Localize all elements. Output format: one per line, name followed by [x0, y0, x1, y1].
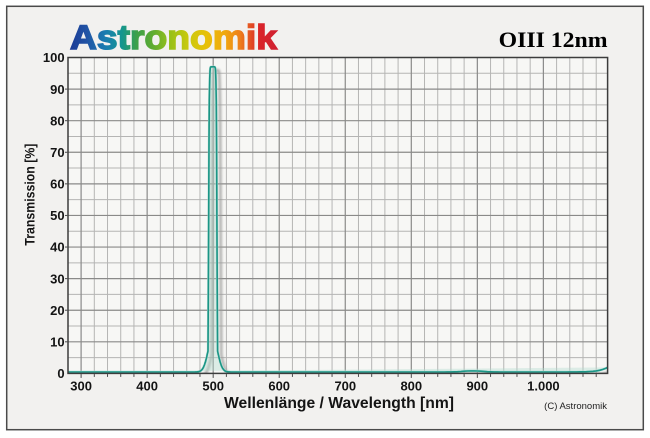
svg-text:Astronomik: Astronomik: [70, 19, 277, 57]
svg-text:10: 10: [50, 335, 64, 350]
svg-text:50: 50: [50, 208, 64, 223]
svg-text:90: 90: [50, 82, 64, 97]
svg-text:(C) Astronomik: (C) Astronomik: [544, 401, 607, 412]
svg-text:Wellenlänge / Wavelength [nm]: Wellenlänge / Wavelength [nm]: [224, 395, 454, 412]
svg-text:500: 500: [202, 379, 224, 394]
svg-text:Transmission [%]: Transmission [%]: [21, 144, 37, 246]
svg-text:40: 40: [50, 240, 64, 255]
svg-text:600: 600: [268, 379, 290, 394]
svg-text:60: 60: [50, 177, 64, 192]
svg-text:1.000: 1.000: [527, 379, 560, 394]
svg-text:20: 20: [50, 303, 64, 318]
svg-text:700: 700: [334, 379, 356, 394]
svg-text:80: 80: [50, 113, 64, 128]
svg-text:400: 400: [136, 379, 158, 394]
svg-text:OIII 12nm: OIII 12nm: [499, 27, 608, 52]
svg-text:800: 800: [400, 379, 422, 394]
svg-text:100: 100: [43, 50, 65, 65]
svg-text:300: 300: [70, 379, 92, 394]
svg-text:0: 0: [57, 366, 64, 381]
svg-text:900: 900: [466, 379, 488, 394]
svg-text:30: 30: [50, 271, 64, 286]
svg-text:70: 70: [50, 145, 64, 160]
